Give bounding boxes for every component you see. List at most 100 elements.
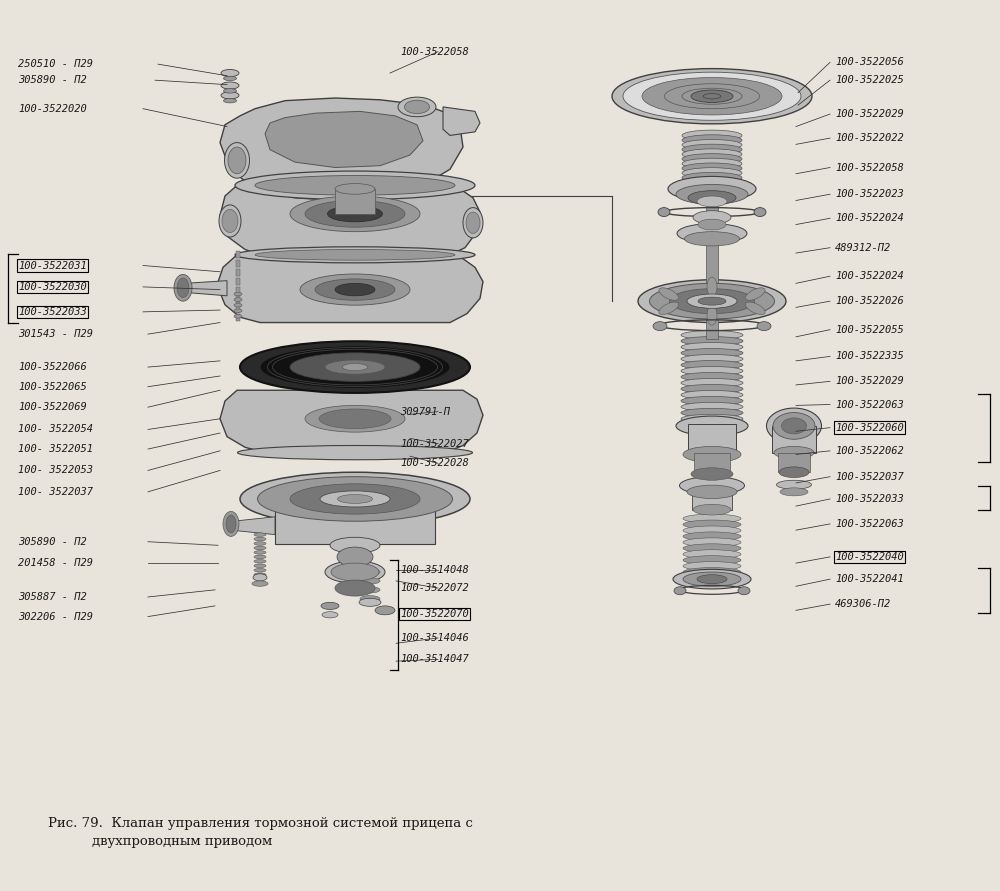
Ellipse shape	[682, 182, 742, 192]
Ellipse shape	[745, 288, 765, 300]
Ellipse shape	[668, 176, 756, 201]
Text: 100-3522024: 100-3522024	[835, 271, 904, 282]
Ellipse shape	[707, 306, 717, 325]
Ellipse shape	[683, 568, 741, 576]
Ellipse shape	[687, 485, 737, 498]
Text: 100- 3522053: 100- 3522053	[18, 465, 93, 476]
Ellipse shape	[325, 561, 385, 583]
Bar	[688, 424, 736, 454]
Ellipse shape	[693, 504, 731, 515]
Text: 100-3522030: 100-3522030	[18, 282, 87, 292]
Text: 100-3522065: 100-3522065	[18, 381, 87, 392]
Polygon shape	[265, 111, 423, 168]
Bar	[236, 305, 240, 312]
Text: 100-3522027: 100-3522027	[400, 438, 469, 449]
Ellipse shape	[466, 212, 480, 233]
Ellipse shape	[238, 446, 473, 460]
Ellipse shape	[338, 495, 372, 503]
Text: 489312-П2: 489312-П2	[835, 242, 891, 253]
Text: 100-3522037: 100-3522037	[835, 471, 904, 482]
Text: 100-3522066: 100-3522066	[18, 362, 87, 372]
Ellipse shape	[757, 322, 771, 331]
Text: 100-3522072: 100-3522072	[400, 583, 469, 593]
Ellipse shape	[676, 184, 748, 204]
Text: 100- 3522051: 100- 3522051	[18, 444, 93, 454]
Polygon shape	[183, 281, 227, 296]
Bar	[694, 453, 730, 474]
Ellipse shape	[682, 177, 742, 188]
Polygon shape	[231, 517, 275, 535]
Ellipse shape	[683, 520, 741, 529]
Ellipse shape	[691, 90, 733, 102]
Ellipse shape	[779, 467, 809, 478]
Ellipse shape	[745, 302, 765, 315]
Text: 100-3522335: 100-3522335	[835, 351, 904, 362]
Ellipse shape	[253, 574, 267, 581]
Text: 305890 - П2: 305890 - П2	[18, 536, 87, 547]
Text: 100-3522063: 100-3522063	[835, 399, 904, 410]
Ellipse shape	[670, 289, 755, 314]
Ellipse shape	[234, 298, 242, 301]
Ellipse shape	[221, 69, 239, 77]
Text: 100-3522033: 100-3522033	[18, 307, 87, 317]
Text: 100-3522022: 100-3522022	[835, 133, 904, 143]
Ellipse shape	[681, 384, 743, 393]
Text: 250510 - П29: 250510 - П29	[18, 59, 93, 69]
Text: 100-3522062: 100-3522062	[835, 446, 904, 456]
Ellipse shape	[623, 72, 801, 120]
Ellipse shape	[254, 537, 266, 541]
Ellipse shape	[254, 560, 266, 563]
Ellipse shape	[177, 278, 189, 298]
Ellipse shape	[224, 143, 250, 178]
Ellipse shape	[659, 302, 679, 315]
Ellipse shape	[682, 168, 742, 178]
Text: 305887 - П2: 305887 - П2	[18, 592, 87, 602]
Ellipse shape	[223, 511, 239, 536]
Text: 100-3522040: 100-3522040	[835, 552, 904, 562]
Ellipse shape	[659, 288, 679, 300]
Bar	[236, 278, 240, 285]
Ellipse shape	[335, 184, 375, 194]
Ellipse shape	[322, 611, 338, 618]
Text: 100-3522063: 100-3522063	[835, 519, 904, 529]
Bar	[778, 453, 810, 472]
Ellipse shape	[683, 532, 741, 541]
Ellipse shape	[674, 586, 686, 595]
Ellipse shape	[638, 280, 786, 323]
Ellipse shape	[774, 446, 814, 459]
Ellipse shape	[683, 550, 741, 559]
Ellipse shape	[335, 580, 375, 596]
Ellipse shape	[252, 581, 268, 586]
Ellipse shape	[404, 100, 430, 113]
Text: 100- 3522054: 100- 3522054	[18, 424, 93, 435]
Ellipse shape	[234, 303, 242, 307]
Ellipse shape	[342, 364, 368, 371]
Text: 469306-П2: 469306-П2	[835, 599, 891, 609]
Ellipse shape	[688, 191, 736, 205]
Ellipse shape	[697, 196, 727, 207]
Bar	[236, 296, 240, 303]
Text: 309791-П: 309791-П	[400, 406, 450, 417]
Ellipse shape	[224, 98, 237, 102]
Ellipse shape	[681, 408, 743, 417]
Ellipse shape	[682, 135, 742, 145]
Ellipse shape	[234, 292, 242, 296]
Ellipse shape	[683, 544, 741, 552]
Text: 301543 - П29: 301543 - П29	[18, 329, 93, 339]
Ellipse shape	[738, 586, 750, 595]
Ellipse shape	[254, 546, 266, 550]
Ellipse shape	[235, 171, 475, 200]
Bar	[236, 287, 240, 294]
Ellipse shape	[254, 542, 266, 545]
Ellipse shape	[642, 78, 782, 115]
Ellipse shape	[681, 379, 743, 388]
Ellipse shape	[254, 551, 266, 554]
Ellipse shape	[360, 586, 380, 593]
Ellipse shape	[328, 206, 382, 222]
Ellipse shape	[683, 538, 741, 547]
Ellipse shape	[315, 279, 395, 300]
Text: 100-3522020: 100-3522020	[18, 103, 87, 114]
Ellipse shape	[240, 341, 470, 393]
Text: 100-3522069: 100-3522069	[18, 402, 87, 413]
Text: 100-3522070: 100-3522070	[400, 609, 469, 619]
